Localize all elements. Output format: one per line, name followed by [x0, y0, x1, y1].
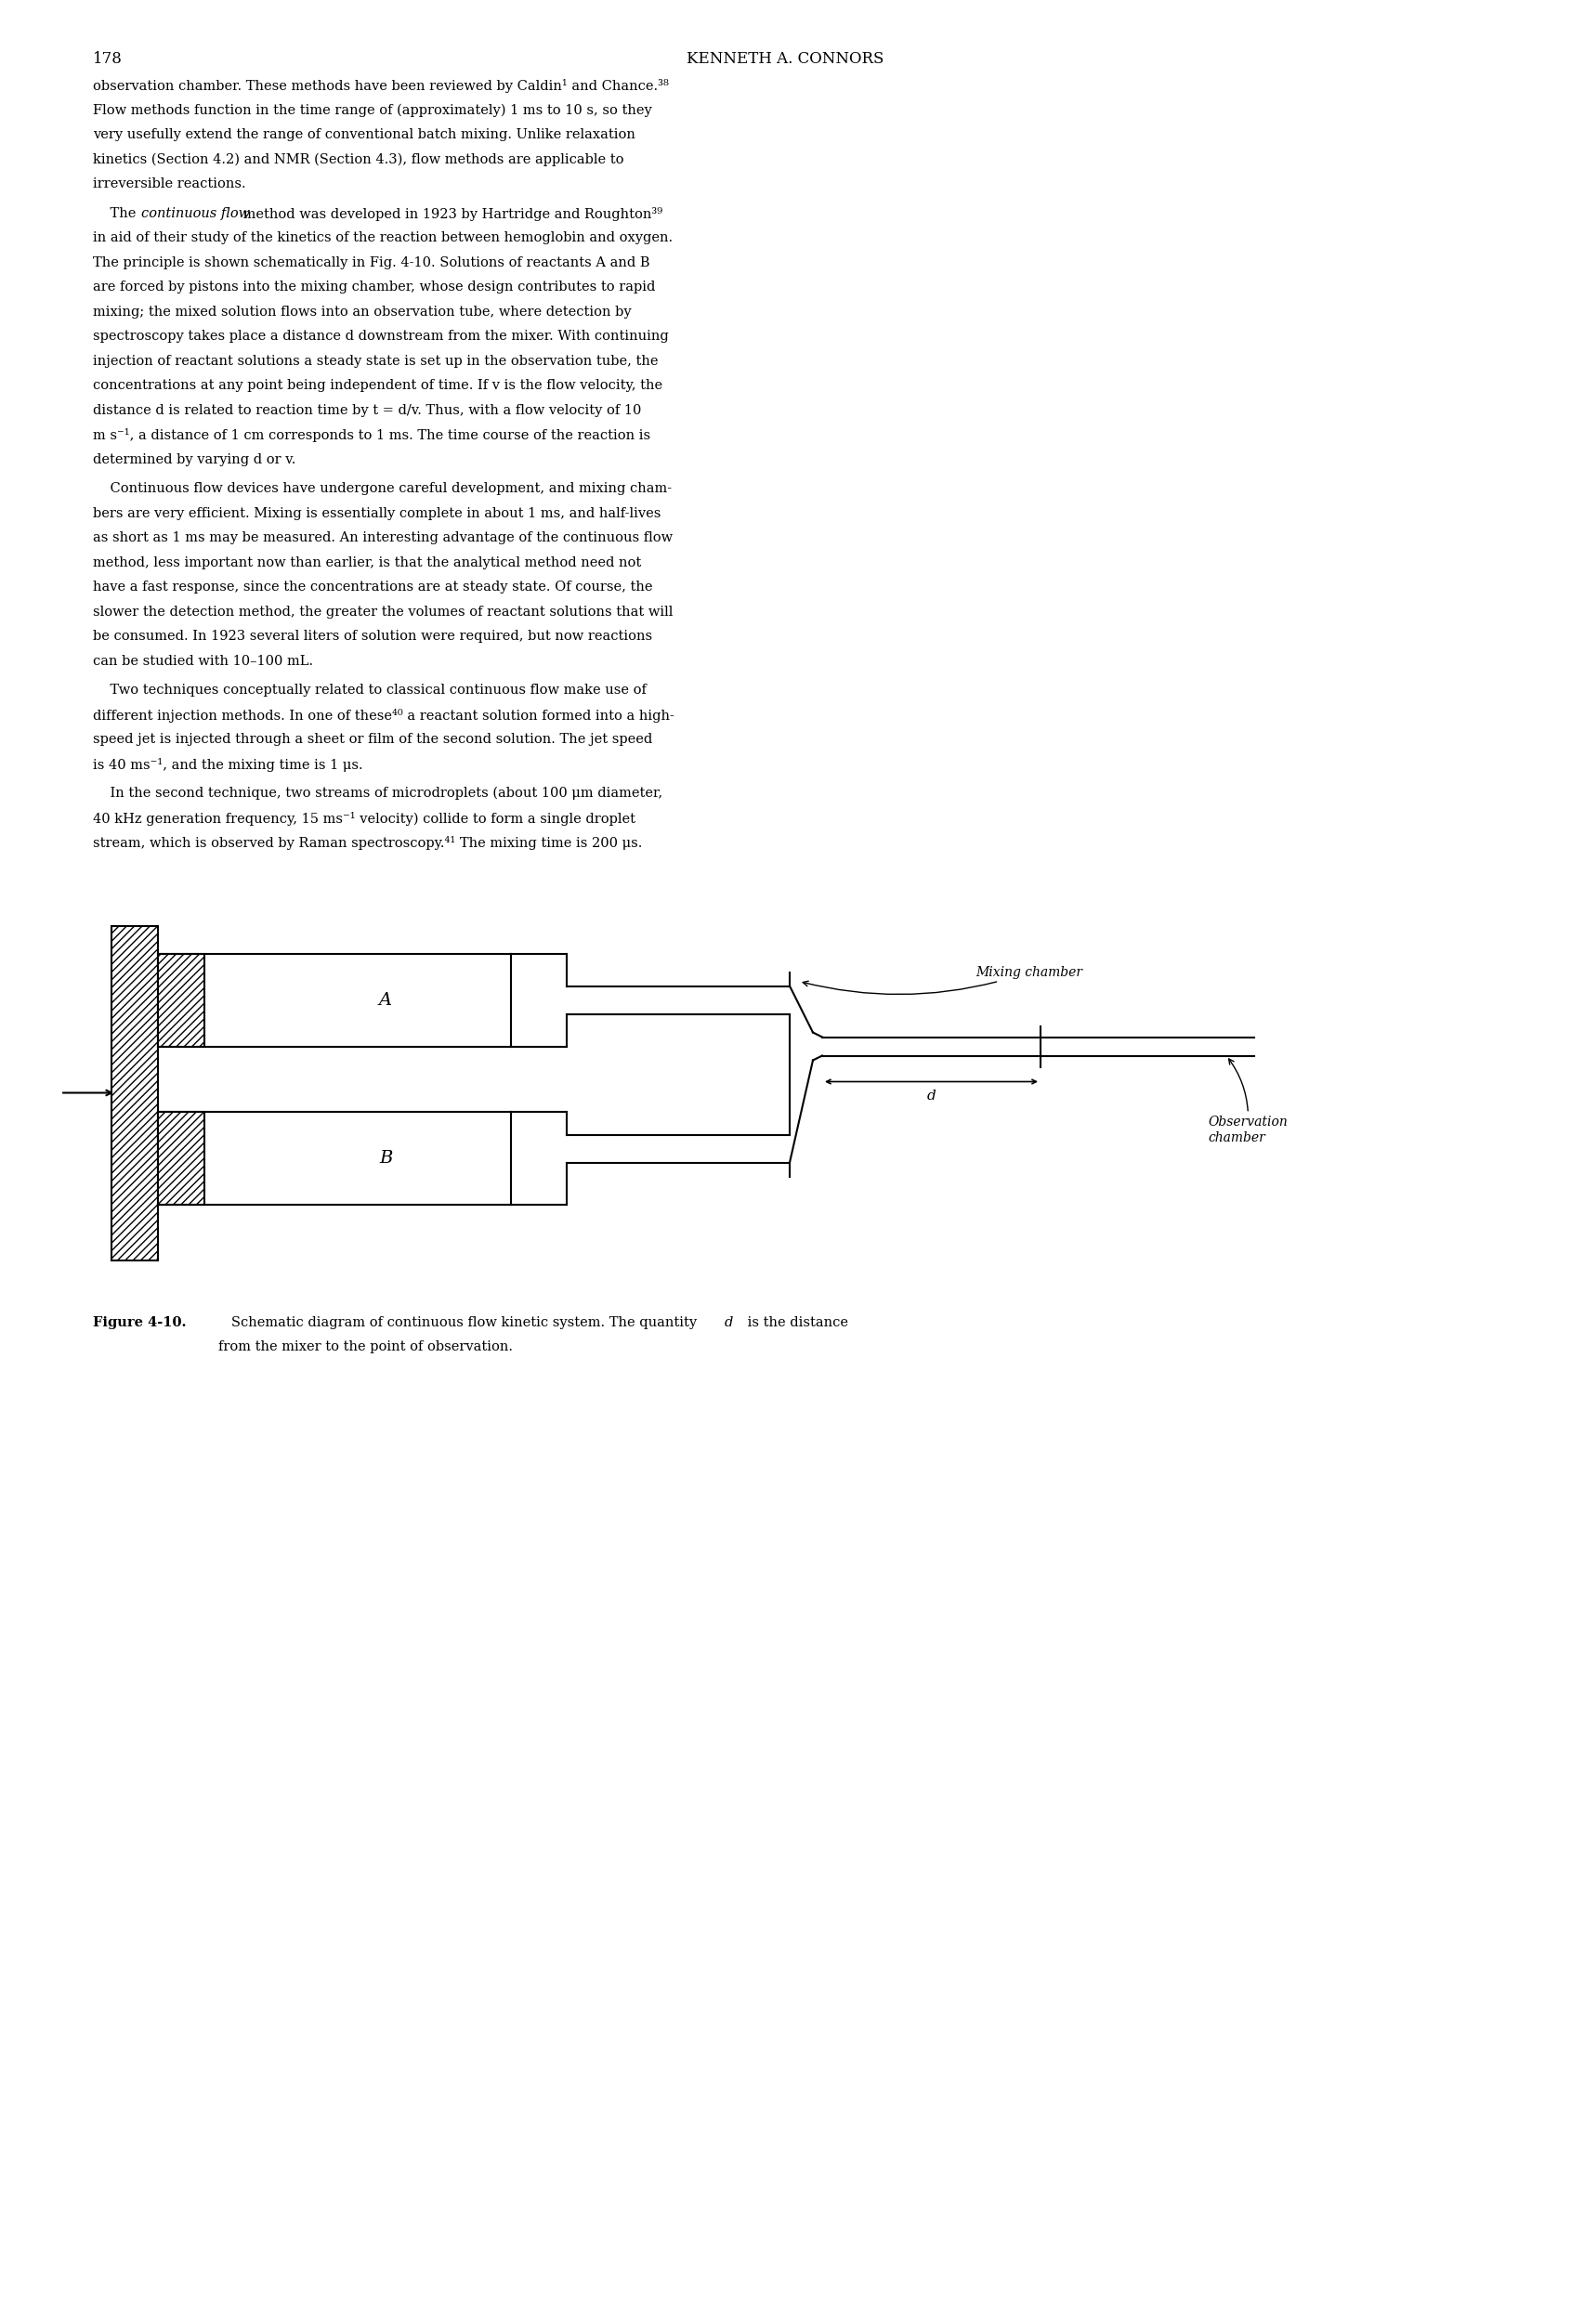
- Text: concentrations at any point being independent of time. If v is the flow velocity: concentrations at any point being indepe…: [93, 379, 663, 393]
- Text: have a fast response, since the concentrations are at steady state. Of course, t: have a fast response, since the concentr…: [93, 581, 652, 593]
- Text: 178: 178: [93, 51, 123, 67]
- Text: spectroscopy takes place a distance d downstream from the mixer. With continuing: spectroscopy takes place a distance d do…: [93, 330, 669, 342]
- Text: KENNETH A. CONNORS: KENNETH A. CONNORS: [687, 51, 884, 67]
- Text: 40 kHz generation frequency, 15 ms⁻¹ velocity) collide to form a single droplet: 40 kHz generation frequency, 15 ms⁻¹ vel…: [93, 811, 635, 825]
- Text: Schematic diagram of continuous flow kinetic system. The quantity: Schematic diagram of continuous flow kin…: [218, 1315, 701, 1329]
- Text: The: The: [93, 207, 140, 221]
- Text: The principle is shown schematically in Fig. 4-10. Solutions of reactants A and : The principle is shown schematically in …: [93, 256, 650, 270]
- Text: as short as 1 ms may be measured. An interesting advantage of the continuous flo: as short as 1 ms may be measured. An int…: [93, 532, 672, 544]
- Text: d: d: [724, 1315, 734, 1329]
- Text: stream, which is observed by Raman spectroscopy.⁴¹ The mixing time is 200 μs.: stream, which is observed by Raman spect…: [93, 837, 643, 851]
- Text: Flow methods function in the time range of (approximately) 1 ms to 10 s, so they: Flow methods function in the time range …: [93, 105, 652, 116]
- Text: Figure 4-10.: Figure 4-10.: [93, 1315, 187, 1329]
- Text: observation chamber. These methods have been reviewed by Caldin¹ and Chance.³⁸: observation chamber. These methods have …: [93, 79, 669, 93]
- Bar: [159, 953, 204, 1046]
- Text: Two techniques conceptually related to classical continuous flow make use of: Two techniques conceptually related to c…: [93, 683, 647, 697]
- Text: d: d: [927, 1090, 936, 1102]
- Text: distance d is related to reaction time by t = d/v. Thus, with a flow velocity of: distance d is related to reaction time b…: [93, 404, 641, 416]
- Text: is the distance: is the distance: [743, 1315, 848, 1329]
- Text: method was developed in 1923 by Hartridge and Roughton³⁹: method was developed in 1923 by Hartridg…: [239, 207, 663, 221]
- Text: determined by varying d or v.: determined by varying d or v.: [93, 453, 295, 465]
- Text: Continuous flow devices have undergone careful development, and mixing cham-: Continuous flow devices have undergone c…: [93, 481, 672, 495]
- Bar: [159, 1111, 204, 1204]
- Text: kinetics (Section 4.2) and NMR (Section 4.3), flow methods are applicable to: kinetics (Section 4.2) and NMR (Section …: [93, 153, 624, 165]
- Text: method, less important now than earlier, is that the analytical method need not: method, less important now than earlier,…: [93, 555, 641, 569]
- Bar: [112, 925, 159, 1260]
- Text: slower the detection method, the greater the volumes of reactant solutions that : slower the detection method, the greater…: [93, 604, 672, 618]
- Text: different injection methods. In one of these⁴⁰ a reactant solution formed into a: different injection methods. In one of t…: [93, 709, 674, 723]
- Text: very usefully extend the range of conventional batch mixing. Unlike relaxation: very usefully extend the range of conven…: [93, 128, 635, 142]
- Text: B: B: [379, 1150, 393, 1167]
- Text: m s⁻¹, a distance of 1 cm corresponds to 1 ms. The time course of the reaction i: m s⁻¹, a distance of 1 cm corresponds to…: [93, 428, 650, 442]
- Text: speed jet is injected through a sheet or film of the second solution. The jet sp: speed jet is injected through a sheet or…: [93, 732, 652, 746]
- Text: in aid of their study of the kinetics of the reaction between hemoglobin and oxy: in aid of their study of the kinetics of…: [93, 232, 672, 244]
- Text: bers are very efficient. Mixing is essentially complete in about 1 ms, and half-: bers are very efficient. Mixing is essen…: [93, 507, 661, 521]
- Text: be consumed. In 1923 several liters of solution were required, but now reactions: be consumed. In 1923 several liters of s…: [93, 630, 652, 644]
- Text: from the mixer to the point of observation.: from the mixer to the point of observati…: [218, 1341, 512, 1353]
- Text: continuous flow: continuous flow: [141, 207, 250, 221]
- Text: are forced by pistons into the mixing chamber, whose design contributes to rapid: are forced by pistons into the mixing ch…: [93, 281, 655, 293]
- Text: is 40 ms⁻¹, and the mixing time is 1 μs.: is 40 ms⁻¹, and the mixing time is 1 μs.: [93, 758, 363, 772]
- Text: In the second technique, two streams of microdroplets (about 100 μm diameter,: In the second technique, two streams of …: [93, 788, 663, 799]
- Text: mixing; the mixed solution flows into an observation tube, where detection by: mixing; the mixed solution flows into an…: [93, 304, 632, 318]
- Text: Observation
chamber: Observation chamber: [1208, 1060, 1287, 1143]
- Text: injection of reactant solutions a steady state is set up in the observation tube: injection of reactant solutions a steady…: [93, 353, 658, 367]
- Text: Mixing chamber: Mixing chamber: [803, 964, 1082, 995]
- Text: can be studied with 10–100 mL.: can be studied with 10–100 mL.: [93, 655, 313, 667]
- Text: A: A: [379, 992, 393, 1009]
- Text: irreversible reactions.: irreversible reactions.: [93, 177, 245, 191]
